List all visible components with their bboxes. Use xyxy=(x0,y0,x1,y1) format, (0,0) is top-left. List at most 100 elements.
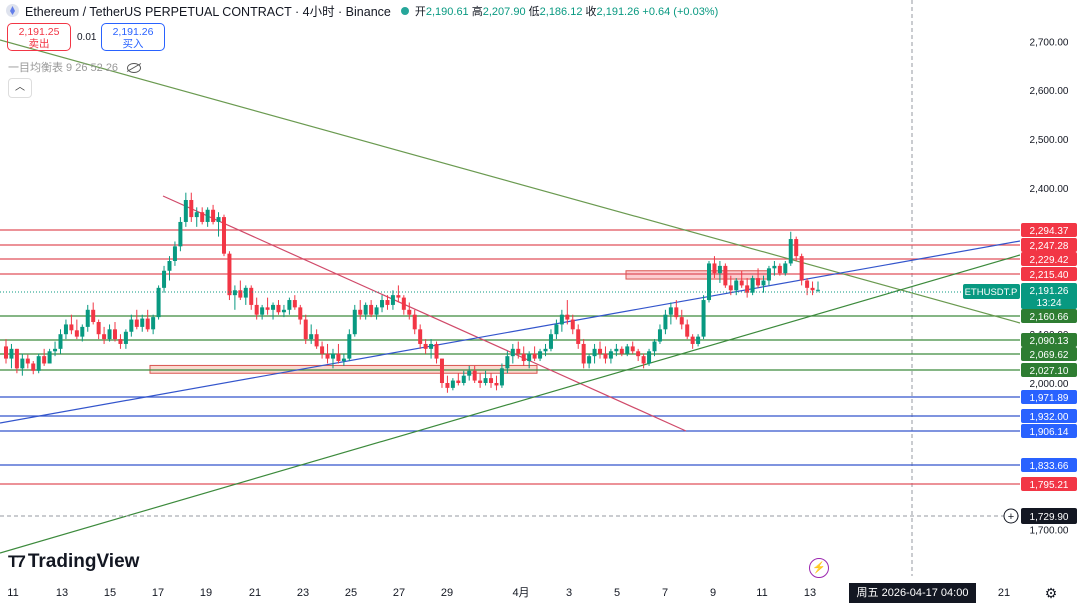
candle-body xyxy=(712,263,717,274)
candle-body xyxy=(309,334,314,340)
time-tick-label: 15 xyxy=(104,587,116,599)
candle-countdown: 13:24 xyxy=(1036,298,1061,309)
candle-body xyxy=(238,290,243,298)
candle-body xyxy=(412,314,417,330)
time-tick-label: 11 xyxy=(756,587,767,599)
time-tick-label: 9 xyxy=(710,587,716,599)
candle-body xyxy=(227,253,232,296)
candle-body xyxy=(151,317,156,330)
candle-body xyxy=(123,331,128,344)
candle-body xyxy=(532,353,537,359)
time-tick-label: 13 xyxy=(804,587,816,599)
candle-body xyxy=(58,334,63,349)
candle-body xyxy=(772,265,777,269)
candle-body xyxy=(467,370,472,376)
price-level-value: 2,247.28 xyxy=(1030,241,1069,252)
candle-body xyxy=(178,221,183,247)
candle-body xyxy=(608,351,613,359)
candle-body xyxy=(581,343,586,364)
sell-button[interactable]: 2,191.25 卖出 xyxy=(7,23,71,51)
symbol-tag xyxy=(963,284,1020,299)
time-tick-label: 11 xyxy=(7,587,18,599)
candle-body xyxy=(80,326,85,337)
candlestick-series xyxy=(4,192,820,393)
buy-label: 买入 xyxy=(122,38,144,50)
collapse-legend-button[interactable]: ︿ xyxy=(8,78,32,98)
time-tick-label: 29 xyxy=(441,587,453,599)
change-value: +0.64 (+0.03%) xyxy=(642,5,719,18)
time-tick-label: 13 xyxy=(56,587,68,599)
candle-body xyxy=(559,314,564,325)
candle-body xyxy=(189,200,194,218)
price-level-value: 1,971.89 xyxy=(1030,393,1069,404)
symbol-title[interactable]: Ethereum / TetherUS PERPETUAL CONTRACT ·… xyxy=(25,5,391,19)
price-level-tag xyxy=(1021,477,1077,491)
settings-gear-icon[interactable]: ⚙ xyxy=(1044,585,1058,601)
candle-body xyxy=(423,343,428,349)
candle-body xyxy=(221,217,226,254)
candle-body xyxy=(9,348,14,359)
candle-body xyxy=(53,348,58,352)
price-level-value: 1,906.14 xyxy=(1030,427,1069,438)
candle-body xyxy=(112,329,117,340)
crosshair-price-tag xyxy=(1021,508,1077,524)
candle-body xyxy=(799,256,804,281)
tradingview-logo[interactable]: T7 TradingView xyxy=(8,551,139,573)
price-level-value: 2,160.66 xyxy=(1030,312,1069,323)
candle-body xyxy=(249,287,254,305)
candle-body xyxy=(657,329,662,342)
candle-body xyxy=(118,339,123,344)
candle-body xyxy=(107,329,112,340)
hide-eye-icon[interactable] xyxy=(127,63,142,74)
buy-price: 2,191.26 xyxy=(112,26,154,38)
price-level-value: 1,833.66 xyxy=(1030,461,1069,472)
candle-body xyxy=(739,280,744,286)
candle-body xyxy=(298,307,303,320)
candle-body xyxy=(281,309,286,313)
price-level-value: 2,090.13 xyxy=(1030,336,1069,347)
candle-body xyxy=(385,300,390,305)
time-tick-label: 21 xyxy=(998,587,1010,599)
candle-body xyxy=(483,378,488,383)
price-level-value: 2,069.62 xyxy=(1030,350,1069,361)
descending-trendline-lower xyxy=(162,195,687,432)
candle-body xyxy=(276,304,281,313)
candle-body xyxy=(592,348,597,357)
price-level-value: 2,215.40 xyxy=(1030,270,1069,281)
price-zone xyxy=(625,270,771,280)
price-tick-label: 2,000.00 xyxy=(1030,379,1069,390)
ichimoku-indicator-legend[interactable]: 一目均衡表 9 26 52 26 xyxy=(8,59,142,75)
candle-body xyxy=(641,356,646,364)
candle-body xyxy=(369,304,374,315)
candle-body xyxy=(717,265,722,274)
candle-body xyxy=(20,358,25,369)
candle-body xyxy=(761,280,766,286)
candle-body xyxy=(461,375,466,383)
candle-body xyxy=(816,289,820,291)
candle-body xyxy=(374,307,379,315)
candle-body xyxy=(330,353,335,359)
candle-body xyxy=(183,200,188,222)
price-tick-label: 2,500.00 xyxy=(1030,135,1069,146)
candle-body xyxy=(576,329,581,344)
buy-button[interactable]: 2,191.26 买入 xyxy=(101,23,165,51)
candle-body xyxy=(145,318,150,330)
market-open-status-icon xyxy=(400,6,409,15)
candle-body xyxy=(685,324,690,337)
candle-body xyxy=(750,278,755,293)
time-tick-label: 19 xyxy=(200,587,212,599)
candle-body xyxy=(450,380,455,388)
candle-body xyxy=(271,304,276,310)
candle-body xyxy=(434,343,439,359)
candle-body xyxy=(31,363,36,371)
candle-body xyxy=(102,334,107,340)
candle-body xyxy=(516,348,521,354)
candle-body xyxy=(510,348,515,357)
spread-value: 0.01 xyxy=(77,32,97,43)
candle-body xyxy=(292,300,297,308)
candle-body xyxy=(91,309,96,322)
time-tick-label: 3 xyxy=(566,587,572,599)
lightning-icon[interactable]: ⚡ xyxy=(809,558,829,578)
candle-body xyxy=(696,336,701,344)
